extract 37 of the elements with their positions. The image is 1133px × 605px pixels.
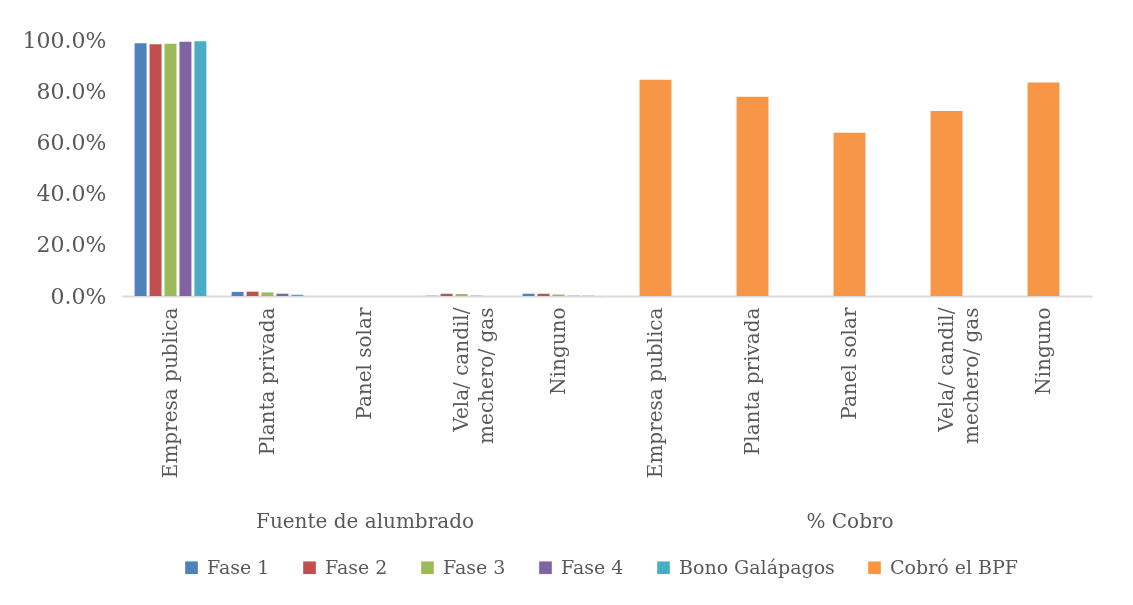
bar xyxy=(231,291,244,296)
legend-label: Cobró el BPF xyxy=(890,555,1018,578)
bar xyxy=(639,79,672,296)
bar xyxy=(246,291,259,296)
bar xyxy=(833,132,866,296)
legend-label: Fase 2 xyxy=(325,555,388,578)
legend-label: Fase 4 xyxy=(561,555,624,578)
bar xyxy=(134,43,147,296)
x-tick-label: Planta privada xyxy=(739,307,764,456)
bar xyxy=(736,96,769,296)
bar xyxy=(149,44,162,296)
x-tick-label: Vela/ candil/ mechero/ gas xyxy=(933,307,983,444)
x-tick-label: Ninguno xyxy=(545,307,570,395)
bar xyxy=(930,110,963,296)
legend-label: Bono Galápagos xyxy=(679,555,835,578)
legend-label: Fase 1 xyxy=(207,555,270,578)
x-tick-label: Planta privada xyxy=(254,307,279,456)
x-axis-title: Fuente de alumbrado xyxy=(256,508,474,533)
x-axis-title: % Cobro xyxy=(806,508,894,533)
x-tick-label: Ninguno xyxy=(1030,307,1055,395)
y-tick-label: 20.0% xyxy=(36,232,107,258)
y-tick-label: 100.0% xyxy=(22,27,107,53)
x-tick-label: Panel solar xyxy=(351,307,376,420)
bar xyxy=(261,292,274,296)
x-tick-label: Empresa publica xyxy=(157,307,182,479)
x-tick-label: Vela/ candil/ mechero/ gas xyxy=(448,307,498,444)
bar xyxy=(164,43,177,296)
y-tick-label: 0.0% xyxy=(50,283,107,309)
x-tick-label: Panel solar xyxy=(836,307,861,420)
y-tick-label: 80.0% xyxy=(36,78,107,104)
legend-label: Fase 3 xyxy=(443,555,506,578)
y-tick-label: 40.0% xyxy=(36,181,107,207)
y-tick-label: 60.0% xyxy=(36,129,107,155)
bar xyxy=(1027,82,1060,296)
x-tick-label: Empresa publica xyxy=(642,307,667,479)
bar xyxy=(194,41,207,296)
bar xyxy=(179,41,192,296)
